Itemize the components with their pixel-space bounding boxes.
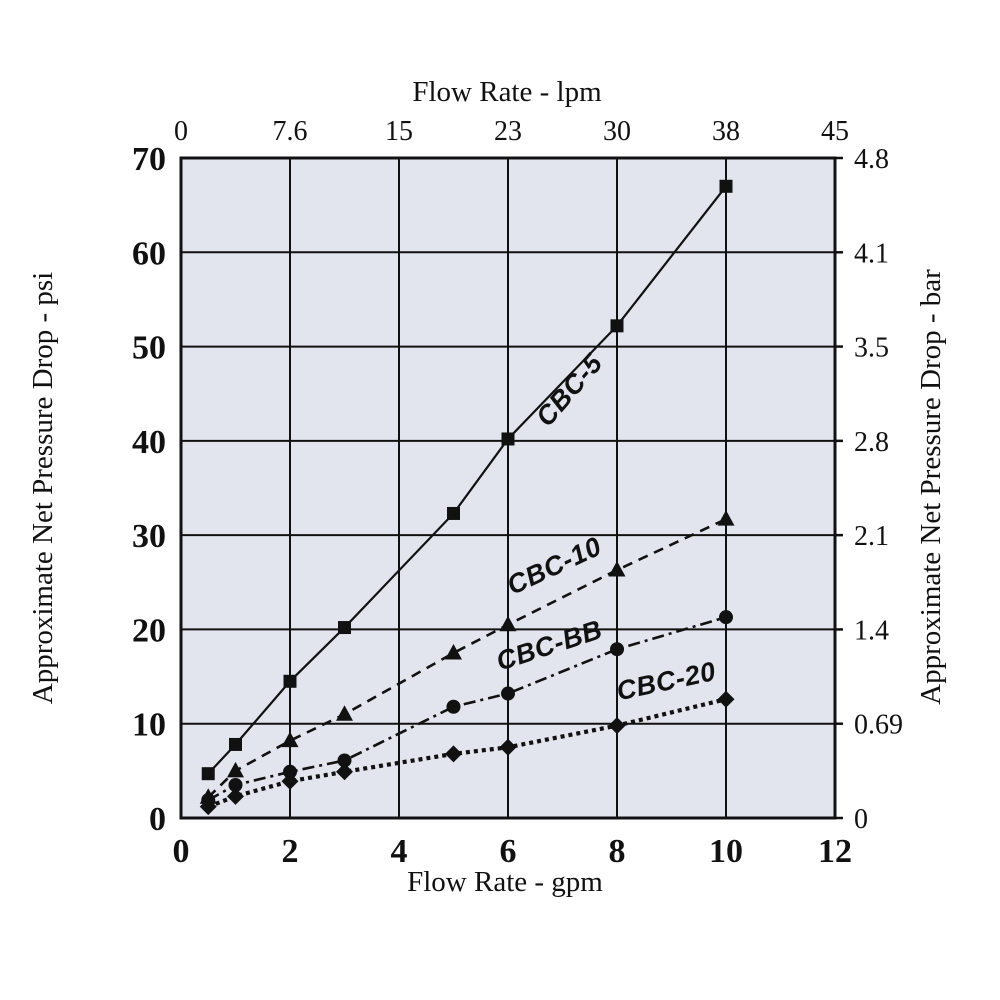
y-right-tick-label: 1.4 [854, 615, 889, 646]
x-top-tick-label: 23 [494, 116, 522, 147]
bottom-axis-title: Flow Rate - gpm [407, 866, 603, 898]
x-top-tick-label: 45 [821, 116, 849, 147]
y-left-tick-label: 70 [132, 141, 166, 178]
y-right-tick-label: 2.8 [854, 427, 889, 458]
data-series [199, 179, 735, 816]
diamond-marker [199, 798, 217, 816]
x-bottom-tick-label: 2 [282, 833, 299, 870]
x-top-tick-label: 0 [174, 116, 188, 147]
diamond-marker [717, 690, 735, 708]
x-top-tick-label: 15 [385, 116, 413, 147]
circle-marker [446, 699, 461, 714]
series-line-CBC-10 [207, 517, 727, 799]
x-bottom-tick-label: 6 [500, 833, 517, 870]
triangle-marker [336, 705, 353, 721]
x-top-tick-label: 7.6 [273, 116, 308, 147]
right-axis-title: Approximate Net Pressure Drop - bar [915, 269, 947, 705]
triangle-marker [227, 761, 244, 778]
square-marker [229, 737, 242, 751]
y-left-tick-label: 50 [132, 330, 166, 367]
y-left-tick-label: 10 [132, 707, 166, 744]
x-bottom-tick-label: 0 [173, 833, 190, 870]
diamond-marker [336, 763, 353, 781]
diamond-marker [445, 745, 462, 763]
circle-marker [719, 610, 733, 625]
y-right-tick-label: 0.69 [854, 710, 903, 741]
triangle-marker [445, 644, 462, 660]
left-axis-title: Approximate Net Pressure Drop - psi [27, 272, 59, 705]
x-top-tick-label: 38 [712, 116, 740, 147]
y-right-tick-label: 4.1 [854, 238, 889, 269]
x-bottom-tick-label: 10 [709, 833, 743, 870]
y-left-tick-label: 60 [132, 235, 166, 272]
series-line-CBC-BB [207, 615, 727, 802]
triangle-marker [281, 731, 299, 748]
circle-marker [501, 686, 515, 701]
triangle-marker [717, 510, 735, 526]
triangle-marker [608, 561, 626, 577]
diamond-marker [281, 772, 299, 790]
y-right-tick-label: 4.8 [854, 144, 889, 175]
square-marker [338, 621, 351, 635]
diamond-marker [227, 787, 244, 805]
circle-marker [228, 778, 243, 792]
y-left-tick-label: 0 [149, 801, 166, 838]
series-line-CBC-5 [207, 185, 727, 775]
diamond-marker [499, 738, 517, 756]
diamond-marker [608, 717, 626, 735]
triangle-marker [499, 615, 517, 632]
gridlines [181, 158, 835, 818]
square-marker [719, 179, 733, 193]
series-CBC-20 [199, 690, 735, 816]
square-marker [610, 319, 624, 333]
x-bottom-tick-label: 4 [391, 833, 408, 870]
x-top-tick-label: 30 [603, 116, 631, 147]
top-axis-title: Flow Rate - lpm [412, 76, 602, 108]
circle-marker [283, 764, 297, 779]
square-marker [447, 506, 460, 520]
plot-border [179, 156, 837, 820]
y-left-tick-label: 30 [132, 518, 166, 555]
square-marker [283, 674, 297, 688]
axis-tick-labels: 0 7.6 15 23 30 38 450 2 4 6 8 10 1201020304050607000… [132, 116, 903, 870]
y-right-tick-label: 3.5 [854, 333, 889, 364]
y-left-tick-label: 40 [132, 424, 166, 461]
y-right-tick-label: 2.1 [854, 521, 889, 552]
x-bottom-tick-label: 8 [609, 833, 626, 870]
plot-frame [179, 156, 837, 820]
x-bottom-tick-label: 12 [818, 833, 852, 870]
series-CBC-5 [201, 179, 733, 781]
square-marker [501, 432, 515, 446]
square-marker [201, 767, 215, 781]
circle-marker [337, 753, 352, 768]
circle-marker [610, 642, 624, 657]
y-right-tick-label: 0 [854, 804, 868, 835]
y-left-tick-label: 20 [132, 612, 166, 649]
